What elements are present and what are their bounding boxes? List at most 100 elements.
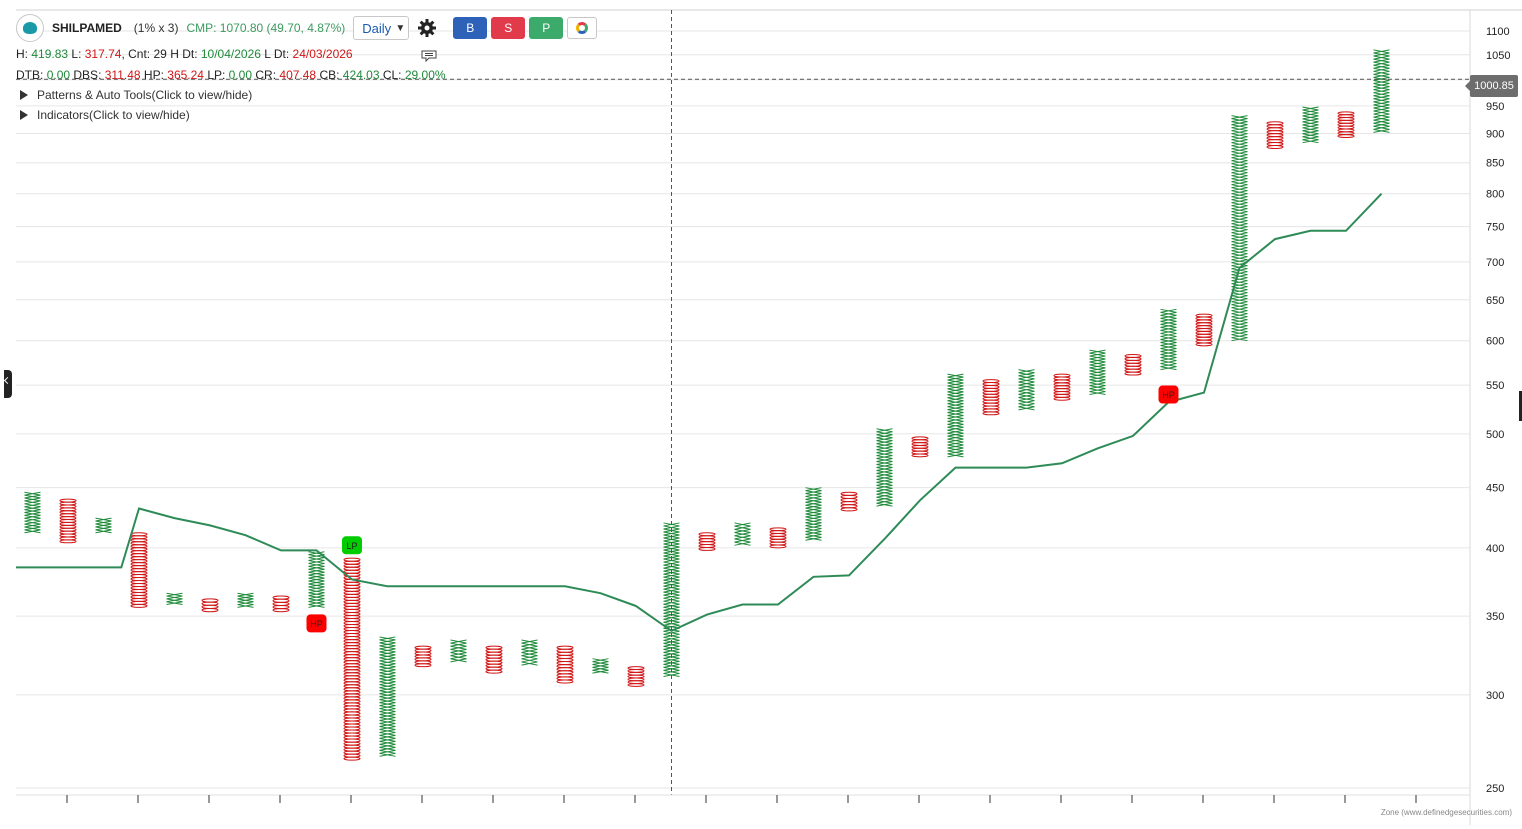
x-column [1373,49,1390,133]
x-mark [947,414,964,419]
x-mark [1373,116,1390,121]
x-mark [1231,190,1248,195]
o-column [1124,354,1142,376]
right-panel-handle[interactable] [1519,391,1522,421]
x-mark [1231,316,1248,321]
x-mark [1160,320,1177,325]
x-mark [379,654,396,659]
o-mark [1124,371,1142,376]
color-wheel-button[interactable] [567,17,598,39]
x-mark [805,513,822,518]
x-mark [663,594,680,599]
x-mark [1160,348,1177,353]
x-mark [876,487,893,492]
o-mark [1195,342,1213,347]
patterns-toggle[interactable]: Patterns & Auto Tools(Click to view/hide… [20,88,252,102]
x-mark [24,517,41,522]
x-mark [1089,379,1106,384]
x-mark [24,509,41,513]
x-mark [308,562,325,567]
x-mark [1231,250,1248,255]
x-mark [663,546,680,551]
x-column [592,658,609,674]
stats-line-1: H: 419.83 L: 317.74, Cnt: 29 H Dt: 10/04… [16,47,353,61]
x-mark [1373,95,1390,100]
x-mark [947,373,964,378]
x-mark [1231,160,1248,165]
sell-button[interactable]: S [491,17,526,39]
y-tick-label: 700 [1486,257,1504,269]
x-mark [308,603,325,608]
x-mark [876,458,893,463]
x-mark [1231,301,1248,306]
x-mark [1231,295,1248,300]
x-column [876,428,893,507]
x-mark [308,565,325,570]
o-mark [769,544,787,549]
x-column [521,639,538,666]
x-mark [1231,259,1248,264]
x-mark [95,517,112,522]
p-button[interactable]: P [529,17,564,39]
x-mark [379,684,396,689]
x-mark [379,666,396,671]
x-mark [1302,139,1319,144]
x-mark [1231,238,1248,243]
x-mark [379,722,396,727]
x-mark [379,678,396,683]
x-mark [876,499,893,504]
x-mark [1160,338,1177,343]
x-mark [450,639,467,644]
x-mark [1231,247,1248,252]
x-mark [805,525,822,530]
x-mark [450,648,467,653]
x-mark [1160,354,1177,359]
x-mark [308,568,325,573]
x-mark [521,642,538,647]
y-tick-label: 450 [1486,483,1504,495]
x-mark [1231,304,1248,309]
o-column [485,645,503,674]
x-mark [308,598,325,603]
timeframe-select[interactable]: Daily ▼ [353,16,410,40]
x-mark [521,652,538,657]
comment-icon[interactable] [421,50,437,62]
x-mark [1302,109,1319,114]
x-column [947,373,964,458]
x-mark [1231,217,1248,222]
x-mark [379,737,396,742]
x-mark [876,502,893,507]
x-mark [308,589,325,594]
x-mark [663,552,680,557]
x-mark [805,501,822,506]
x-mark [947,426,964,431]
x-mark [1373,101,1390,106]
left-panel-toggle[interactable] [3,370,12,398]
x-mark [947,438,964,443]
x-mark [1231,127,1248,132]
x-mark [308,571,325,576]
indicators-toggle[interactable]: Indicators(Click to view/hide) [20,108,190,122]
gear-icon[interactable] [417,18,437,38]
x-mark [876,455,893,460]
x-mark [1231,172,1248,177]
buy-button[interactable]: B [453,17,488,39]
x-mark [876,431,893,436]
x-mark [947,450,964,455]
x-mark [1231,208,1248,213]
x-mark [876,481,893,486]
x-mark [1089,361,1106,366]
x-mark [166,598,183,603]
current-price: CMP: 1070.80 (49.70, 4.87%) [186,21,346,35]
x-mark [521,639,538,644]
x-mark [1231,166,1248,171]
y-tick-label: 600 [1486,336,1504,348]
marker-label: HP [1162,390,1175,400]
x-mark [1231,271,1248,276]
o-mark [911,453,929,458]
x-mark [947,388,964,393]
x-mark [379,693,396,698]
x-mark [1302,115,1319,120]
x-mark [947,394,964,399]
